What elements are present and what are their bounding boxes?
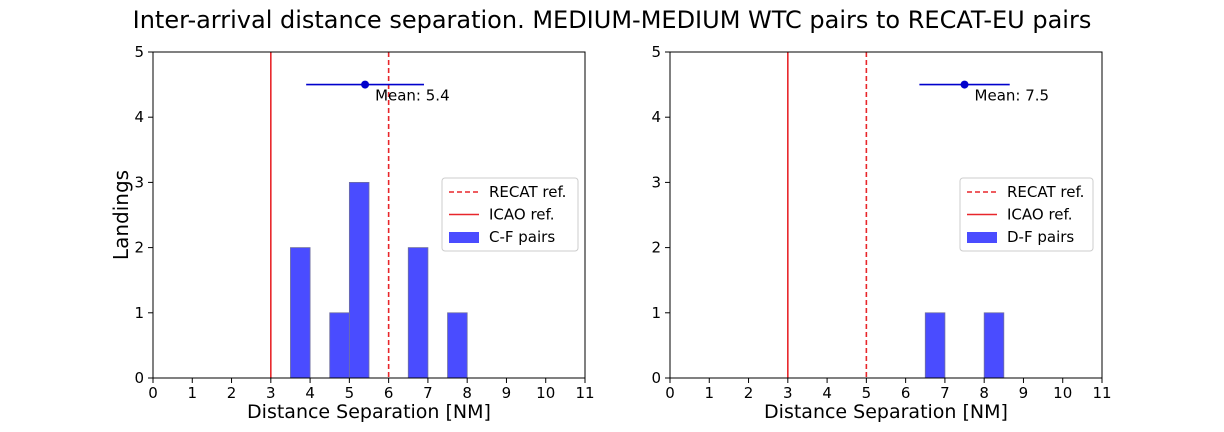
mean-label: Mean: 5.4 [375, 87, 450, 105]
x-tick-label: 6 [384, 384, 394, 402]
x-tick-label: 0 [148, 384, 158, 402]
y-tick-label: 5 [651, 43, 661, 61]
x-tick-label: 3 [266, 384, 276, 402]
figure-title: Inter-arrival distance separation. MEDIU… [132, 6, 1092, 34]
legend-series-label: C-F pairs [489, 228, 555, 246]
x-tick-label: 1 [704, 384, 714, 402]
y-tick-label: 3 [134, 173, 144, 191]
plot-frame [152, 51, 586, 379]
legend-series-label: D-F pairs [1007, 228, 1074, 246]
histogram-bar [348, 181, 370, 379]
histogram-bar [407, 247, 429, 379]
y-tick-label: 4 [651, 108, 661, 126]
legend: RECAT ref. ICAO ref. D-F pairs [959, 177, 1094, 252]
y-tick-label: 1 [651, 304, 661, 322]
x-tick-label: 9 [502, 384, 512, 402]
y-tick-label: 0 [134, 369, 144, 387]
x-tick-label: 0 [665, 384, 675, 402]
x-tick-label: 2 [227, 384, 237, 402]
x-tick-label: 5 [862, 384, 872, 402]
legend-icao-label: ICAO ref. [489, 206, 555, 224]
x-tick-label: 7 [940, 384, 950, 402]
x-tick-label: 11 [575, 384, 594, 402]
x-axis-label: Distance Separation [NM] [247, 401, 491, 423]
y-tick-label: 4 [134, 108, 144, 126]
legend: RECAT ref. ICAO ref. C-F pairs [441, 177, 579, 252]
x-tick-label: 6 [901, 384, 911, 402]
y-axis-label: Landings [109, 170, 133, 260]
histogram-bar [447, 312, 468, 379]
y-tick-label: 1 [134, 304, 144, 322]
x-tick-label: 11 [1092, 384, 1111, 402]
y-tick-label: 5 [134, 43, 144, 61]
legend-recat-label: RECAT ref. [1007, 183, 1084, 201]
x-tick-label: 9 [1019, 384, 1029, 402]
legend-patch [967, 232, 997, 243]
legend-icao-label: ICAO ref. [1007, 206, 1073, 224]
plot-frame [669, 51, 1103, 379]
x-tick-label: 2 [744, 384, 754, 402]
y-tick-label: 2 [651, 239, 661, 257]
x-tick-label: 3 [783, 384, 793, 402]
histogram-bar [290, 247, 311, 379]
y-tick-label: 0 [651, 369, 661, 387]
x-axis-label: Distance Separation [NM] [764, 401, 1008, 423]
mean-label: Mean: 7.5 [975, 87, 1050, 105]
legend-recat-label: RECAT ref. [489, 183, 566, 201]
histogram-bar [983, 312, 1005, 379]
x-tick-label: 8 [462, 384, 472, 402]
y-tick-label: 3 [651, 173, 661, 191]
y-tick-label: 2 [134, 239, 144, 257]
mean-point [361, 80, 370, 89]
x-tick-label: 10 [1053, 384, 1072, 402]
x-tick-label: 7 [423, 384, 433, 402]
x-tick-label: 5 [345, 384, 355, 402]
legend-patch [449, 232, 479, 243]
x-tick-label: 1 [187, 384, 197, 402]
x-tick-label: 10 [536, 384, 555, 402]
x-tick-label: 8 [979, 384, 989, 402]
mean-point [960, 80, 969, 89]
histogram-bar [329, 312, 350, 379]
histogram-bar [924, 312, 946, 379]
x-tick-label: 4 [822, 384, 832, 402]
x-tick-label: 4 [305, 384, 315, 402]
